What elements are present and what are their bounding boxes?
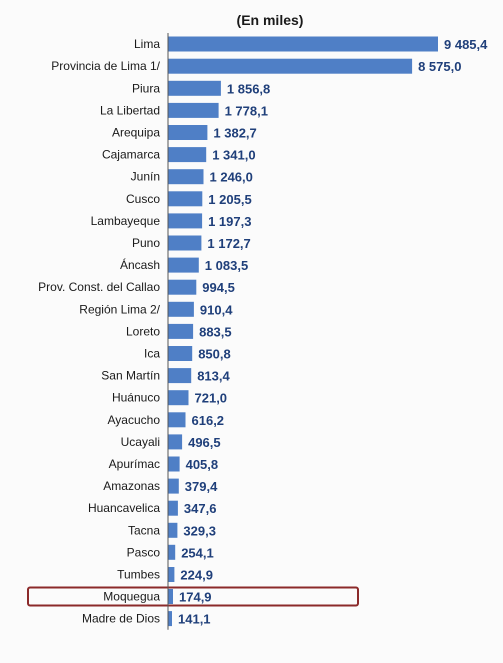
category-label-huancavelica: Huancavelica bbox=[88, 501, 160, 515]
category-label-arequipa: Arequipa bbox=[112, 126, 160, 140]
bar-piura bbox=[168, 80, 221, 96]
value-label-ucayali: 496,5 bbox=[188, 435, 221, 450]
category-label-madre-de-dios: Madre de Dios bbox=[82, 612, 160, 626]
bar-la-libertad bbox=[168, 102, 219, 118]
chart-subtitle: (En miles) bbox=[237, 12, 304, 28]
category-label-provincia-de-lima-1: Provincia de Lima 1/ bbox=[51, 59, 160, 73]
value-label-cajamarca: 1 341,0 bbox=[212, 148, 255, 163]
category-label-ucayali: Ucayali bbox=[121, 435, 160, 449]
category-label-tumbes: Tumbes bbox=[117, 568, 160, 582]
value-label-tacna: 329,3 bbox=[183, 523, 216, 538]
bar-amazonas bbox=[168, 478, 179, 494]
value-label-puno: 1 172,7 bbox=[207, 236, 250, 251]
value-label-piura: 1 856,8 bbox=[227, 81, 270, 96]
category-label-moquegua: Moquegua bbox=[103, 590, 160, 604]
bar-arequipa bbox=[168, 125, 208, 140]
category-label-lambayeque: Lambayeque bbox=[91, 214, 161, 228]
value-label-apurimac: 405,8 bbox=[186, 457, 219, 472]
bars-group bbox=[168, 36, 438, 627]
category-label-huanuco: Huánuco bbox=[112, 391, 160, 405]
value-label-prov-const-del-callao: 994,5 bbox=[202, 280, 235, 295]
value-labels-group: 9 485,4 8 575,0 1 856,8 1 778,1 1 382,7 1 341… bbox=[27, 37, 488, 627]
bar-madre-de-dios bbox=[168, 611, 172, 627]
value-label-madre-de-dios: 141,1 bbox=[178, 612, 211, 627]
category-label-cusco: Cusco bbox=[126, 192, 160, 206]
category-label-prov-const-del-callao: Prov. Const. del Callao bbox=[38, 280, 160, 294]
bar-tacna bbox=[168, 522, 178, 538]
value-label-loreto: 883,5 bbox=[199, 324, 232, 339]
value-label-provincia-de-lima-1: 8 575,0 bbox=[418, 59, 461, 74]
category-label-san-martin: San Martín bbox=[101, 369, 160, 383]
bar-san-martin bbox=[168, 368, 192, 384]
bar-ancash bbox=[168, 257, 199, 273]
category-labels-group: Lima Provincia de Lima 1/Piura La Libertad… bbox=[38, 37, 161, 626]
category-label-ica: Ica bbox=[144, 347, 160, 361]
value-label-arequipa: 1 382,7 bbox=[213, 126, 256, 141]
category-label-pasco: Pasco bbox=[127, 545, 161, 559]
category-label-la-libertad: La Libertad bbox=[100, 103, 160, 117]
bar-cajamarca bbox=[168, 147, 207, 163]
value-label-lambayeque: 1 197,3 bbox=[208, 214, 251, 229]
value-label-tumbes: 224,9 bbox=[180, 568, 213, 583]
category-label-piura: Piura bbox=[132, 81, 160, 95]
value-label-san-martin: 813,4 bbox=[197, 369, 230, 384]
category-label-ayacucho: Ayacucho bbox=[108, 413, 161, 427]
category-label-amazonas: Amazonas bbox=[103, 479, 160, 493]
category-label-region-lima-2: Región Lima 2/ bbox=[79, 302, 160, 316]
value-label-junin: 1 246,0 bbox=[210, 170, 253, 185]
bar-huancavelica bbox=[168, 500, 178, 516]
bar-lima bbox=[168, 36, 438, 52]
value-label-amazonas: 379,4 bbox=[185, 479, 218, 494]
bar-lambayeque bbox=[168, 213, 203, 229]
value-label-pasco: 254,1 bbox=[181, 545, 214, 560]
value-label-huanuco: 721,0 bbox=[195, 391, 228, 406]
bar-puno bbox=[168, 235, 202, 251]
value-label-region-lima-2: 910,4 bbox=[200, 302, 233, 317]
bar-huanuco bbox=[168, 390, 189, 406]
category-label-lima: Lima bbox=[134, 37, 160, 51]
category-label-loreto: Loreto bbox=[126, 324, 160, 338]
category-label-ancash: Áncash bbox=[120, 257, 160, 272]
value-label-ayacucho: 616,2 bbox=[192, 413, 225, 428]
bar-pasco bbox=[168, 544, 176, 560]
bar-ayacucho bbox=[168, 412, 186, 428]
bar-apurimac bbox=[168, 456, 180, 472]
value-label-huancavelica: 347,6 bbox=[184, 501, 217, 516]
value-label-la-libertad: 1 778,1 bbox=[225, 103, 268, 118]
bar-moquegua bbox=[168, 589, 173, 604]
bar-ucayali bbox=[168, 434, 183, 450]
category-label-junin: Junín bbox=[131, 170, 160, 184]
bar-prov-const-del-callao bbox=[168, 279, 197, 295]
bar-loreto bbox=[168, 323, 194, 339]
highlight-box-moquegua bbox=[27, 586, 359, 607]
value-label-cusco: 1 205,5 bbox=[208, 192, 251, 207]
category-label-puno: Puno bbox=[132, 236, 160, 250]
value-label-moquegua: 174,9 bbox=[179, 590, 212, 605]
bar-junin bbox=[168, 169, 204, 185]
value-label-lima: 9 485,4 bbox=[444, 37, 488, 52]
category-label-cajamarca: Cajamarca bbox=[102, 148, 160, 162]
bar-provincia-de-lima-1 bbox=[168, 58, 413, 74]
bar-ica bbox=[168, 346, 193, 361]
bar-cusco bbox=[168, 191, 203, 207]
bar-region-lima-2 bbox=[168, 301, 194, 317]
value-label-ancash: 1 083,5 bbox=[205, 258, 248, 273]
category-label-apurimac: Apurímac bbox=[109, 457, 160, 471]
bar-tumbes bbox=[168, 567, 175, 582]
value-label-ica: 850,8 bbox=[198, 347, 231, 362]
category-label-tacna: Tacna bbox=[128, 523, 160, 537]
